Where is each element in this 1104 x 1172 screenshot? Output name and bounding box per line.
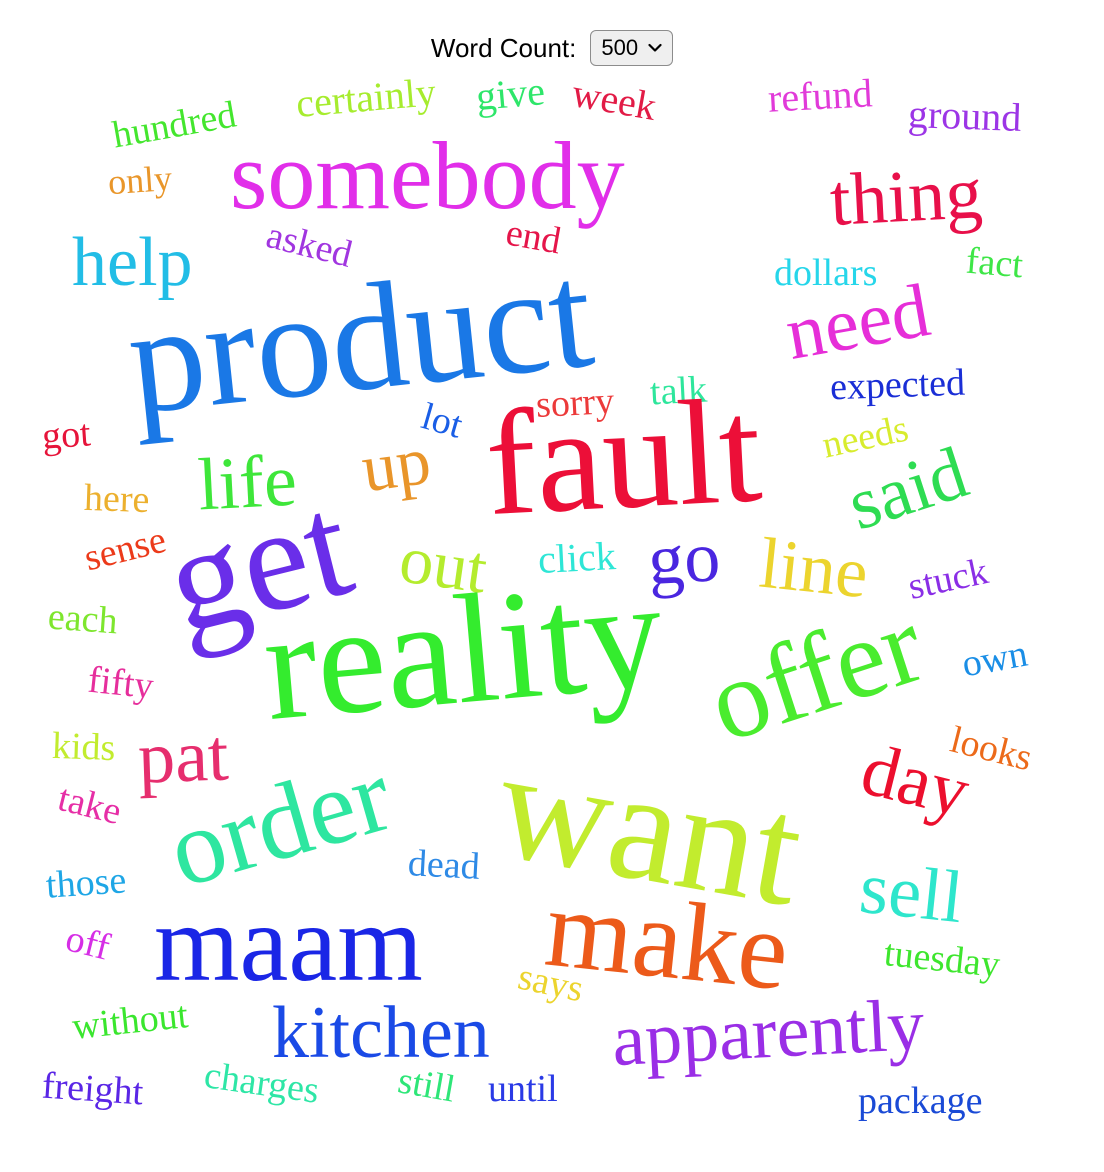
word: thing [827,152,985,242]
word: dead [406,842,481,888]
word: kitchen [272,992,490,1074]
word: each [46,595,119,643]
word: package [858,1080,983,1122]
word: up [357,421,435,507]
word: own [958,632,1031,686]
word: certainly [294,68,438,127]
word-count-label: Word Count: [430,32,577,63]
word-count-value: 500 [601,35,639,60]
word: maam [154,882,423,1004]
word: those [44,859,128,907]
word: still [394,1059,459,1111]
word: only [106,157,174,203]
word-count-select[interactable]: 500 [590,30,674,66]
word: until [488,1068,558,1110]
word: kids [51,724,117,770]
word: sell [855,846,967,940]
word: help [72,224,193,301]
word: off [61,917,115,969]
word: without [70,994,191,1048]
word: give [474,68,547,119]
word: got [40,412,92,458]
word: stuck [904,550,992,608]
word: dollars [774,252,878,294]
word: take [53,776,126,834]
word: week [568,70,660,129]
word: fact [964,239,1025,287]
word: tuesday [882,932,1002,986]
word: expected [829,361,966,409]
word: refund [766,70,874,121]
word: freight [40,1064,145,1114]
word: here [83,476,151,522]
word: somebody [230,122,625,229]
word: fifty [85,658,156,708]
word: ground [907,91,1023,140]
word: hundred [109,93,240,157]
chevron-down-icon [648,43,662,53]
word: fault [481,366,766,548]
word: reality [257,545,670,754]
word-count-control: Word Count: 500 [0,26,1104,70]
word: apparently [610,983,927,1083]
